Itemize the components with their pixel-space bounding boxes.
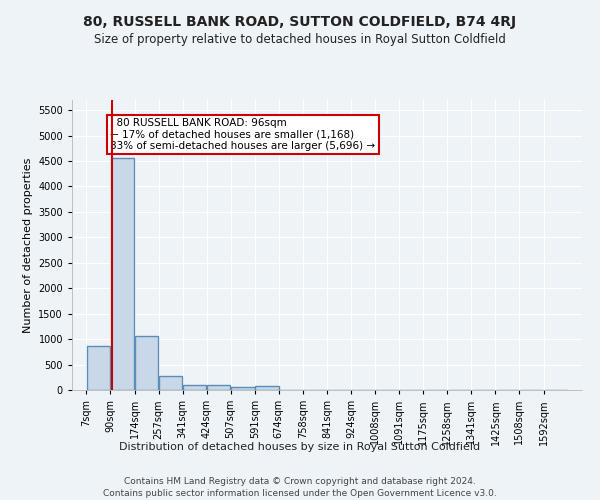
Text: 80 RUSSELL BANK ROAD: 96sqm
← 17% of detached houses are smaller (1,168)
83% of : 80 RUSSELL BANK ROAD: 96sqm ← 17% of det…: [110, 118, 376, 151]
Text: 80, RUSSELL BANK ROAD, SUTTON COLDFIELD, B74 4RJ: 80, RUSSELL BANK ROAD, SUTTON COLDFIELD,…: [83, 15, 517, 29]
Text: Distribution of detached houses by size in Royal Sutton Coldfield: Distribution of detached houses by size …: [119, 442, 481, 452]
Bar: [135, 336, 158, 390]
Bar: [159, 376, 182, 390]
Bar: [86, 346, 110, 390]
Bar: [207, 386, 230, 390]
Text: Size of property relative to detached houses in Royal Sutton Coldfield: Size of property relative to detached ho…: [94, 32, 506, 46]
Text: Contains HM Land Registry data © Crown copyright and database right 2024.: Contains HM Land Registry data © Crown c…: [124, 478, 476, 486]
Text: Contains public sector information licensed under the Open Government Licence v3: Contains public sector information licen…: [103, 489, 497, 498]
Bar: [231, 388, 254, 390]
Bar: [183, 386, 206, 390]
Bar: [255, 386, 278, 390]
Y-axis label: Number of detached properties: Number of detached properties: [23, 158, 32, 332]
Bar: [110, 158, 134, 390]
